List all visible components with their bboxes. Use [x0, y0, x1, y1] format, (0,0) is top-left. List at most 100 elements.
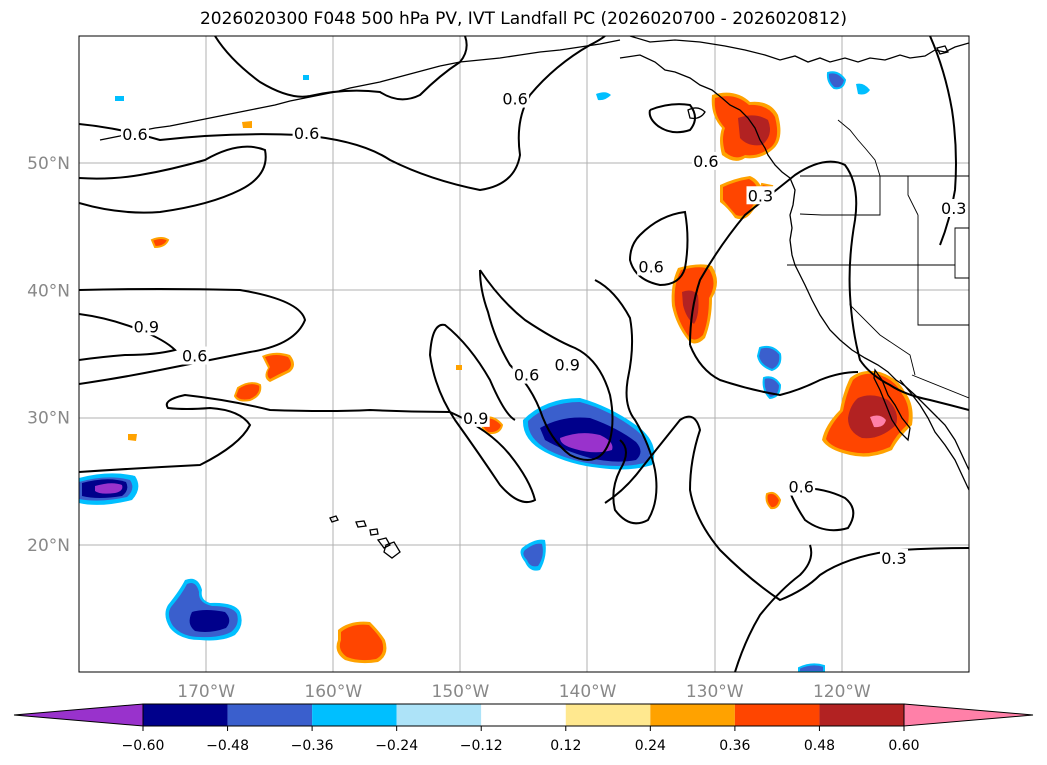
colorbar-bin-8 — [734, 704, 820, 726]
colorbar-bin-9 — [819, 704, 904, 726]
contour-label-8: 0.9 — [555, 355, 580, 374]
lon-label-1: 160°W — [304, 682, 362, 702]
alaska-coast — [629, 36, 969, 63]
colorbar-tick-label-9: 0.60 — [888, 738, 919, 754]
lon-label-3: 140°W — [559, 682, 617, 702]
utah-arizona-border — [917, 215, 969, 326]
contour-label-bg-8 — [553, 355, 582, 374]
colorbar: −0.60 −0.48 −0.36 −0.24 −0.12 0.12 0.24 0.36 0.4… — [13, 703, 1034, 754]
graticule — [79, 36, 969, 672]
contour-0.3-southmost — [734, 544, 813, 672]
ocean-background — [79, 36, 969, 672]
pc-region-negative-west — [79, 473, 139, 505]
lon-label-5: 120°W — [813, 682, 871, 702]
lat-label-2: 30°N — [27, 409, 70, 429]
colorbar-bin-2 — [227, 704, 313, 726]
contour-label-bg-12 — [787, 477, 816, 496]
contour-label-2: 0.6 — [502, 90, 527, 109]
contour-0.6-southeast — [789, 487, 855, 532]
pc-region-negative-southwest — [165, 578, 242, 641]
contour-label-12: 0.6 — [788, 478, 813, 497]
colorbar-bin-1 — [143, 704, 228, 726]
contour-label-bg-6 — [637, 257, 666, 276]
lat-label-3: 20°N — [27, 536, 70, 556]
colorbar-bin-3 — [312, 704, 397, 726]
contour-0.6-offshore — [628, 210, 689, 287]
contour-0.3-south — [604, 415, 969, 602]
wyoming-block — [954, 227, 969, 279]
contour-label-bg-9 — [691, 151, 720, 170]
idaho-oregon-border — [799, 176, 881, 216]
map-title: 2026020300 F048 500 hPa PV, IVT Landfall… — [199, 9, 847, 29]
contour-labels: 0.6 0.6 0.6 0.9 0.6 0.9 0.6 0.6 0.9 0.6 0.3 0.3 0.6 0… — [120, 89, 968, 568]
contour-label-1: 0.6 — [294, 124, 319, 143]
colorbar-tick-label-2: −0.36 — [291, 738, 334, 754]
lat-label-0: 50°N — [27, 154, 70, 174]
colorbar-bin-7 — [650, 704, 735, 726]
contour-label-bg-3 — [132, 317, 161, 336]
lon-label-4: 130°W — [686, 682, 744, 702]
colorbar-tick-label-7: 0.36 — [719, 738, 750, 754]
contour-label-5: 0.9 — [463, 409, 488, 428]
contour-label-3: 0.9 — [134, 317, 159, 336]
baja-peninsula — [873, 368, 911, 442]
lon-label-0: 170°W — [177, 682, 235, 702]
contour-0.3-link — [689, 344, 859, 397]
contour-0.3-coastal — [689, 160, 969, 411]
contour-0.6-west — [79, 288, 307, 385]
colorbar-tick-label-8: 0.48 — [804, 738, 835, 754]
pc-region-positive-small — [128, 121, 782, 664]
pc-shading — [79, 71, 913, 672]
map-frame — [78, 35, 970, 673]
contour-0.6-gulf — [648, 103, 696, 134]
alaska-canada-border — [837, 119, 881, 177]
montana-idaho-border — [907, 176, 919, 216]
contours — [79, 36, 969, 672]
colorbar-tick-label-1: −0.48 — [206, 738, 249, 754]
contour-label-9: 0.6 — [693, 152, 718, 171]
map-panel: 0.6 0.6 0.6 0.9 0.6 0.9 0.6 0.6 0.9 0.6 0.3 0.3 0.6 0… — [79, 36, 969, 672]
kodiak-like-island — [687, 107, 706, 120]
contour-label-bg-5 — [461, 408, 490, 427]
contour-0.9-west — [79, 313, 177, 361]
contour-label-0: 0.6 — [122, 125, 147, 144]
colorbar-tick-label-6: 0.24 — [635, 738, 666, 754]
colorbar-extend-max — [903, 703, 1034, 727]
colorbar-extend-min — [13, 703, 144, 727]
contour-0.6-loop — [79, 145, 267, 214]
pc-region-negative-central — [522, 398, 655, 470]
contour-0.9-central — [79, 323, 537, 504]
pc-region-negative-small — [115, 71, 870, 672]
contour-label-6: 0.6 — [638, 258, 663, 277]
pacific-northwest-coast — [619, 54, 969, 471]
colorbar-bin-6 — [565, 704, 651, 726]
contour-label-10: 0.3 — [748, 186, 773, 205]
contour-label-bg-2 — [501, 89, 530, 108]
colorbar-outline — [142, 703, 905, 727]
contour-0.6-loop-central — [594, 279, 658, 525]
contour-label-bg-0 — [120, 125, 149, 144]
contour-label-bg-7 — [512, 365, 541, 384]
lon-label-2: 150°W — [432, 682, 490, 702]
contour-label-bg-13 — [879, 548, 908, 567]
contour-label-bg-10 — [746, 186, 775, 205]
hawaiian-islands — [329, 515, 401, 559]
colorbar-tick-label-3: −0.24 — [375, 738, 418, 754]
contour-label-bg-4 — [180, 346, 209, 365]
contour-0.6-north — [79, 36, 606, 192]
contour-0.6-top — [214, 36, 468, 101]
colorbar-bin-4 — [396, 704, 482, 726]
colorbar-tick-label-0: −0.60 — [122, 738, 165, 754]
north-island — [936, 45, 949, 55]
contour-label-bg-1 — [292, 123, 321, 142]
contour-label-13: 0.3 — [881, 549, 906, 568]
contour-label-7: 0.6 — [514, 366, 539, 385]
colorbar-bin-5 — [481, 704, 566, 726]
contour-label-bg-11 — [939, 198, 968, 217]
contour-label-4: 0.6 — [182, 347, 207, 366]
colorbar-tick-label-4: −0.12 — [460, 738, 503, 754]
lat-label-1: 40°N — [27, 281, 70, 301]
us-mexico-border — [911, 374, 969, 399]
contour-label-11: 0.3 — [941, 199, 966, 218]
